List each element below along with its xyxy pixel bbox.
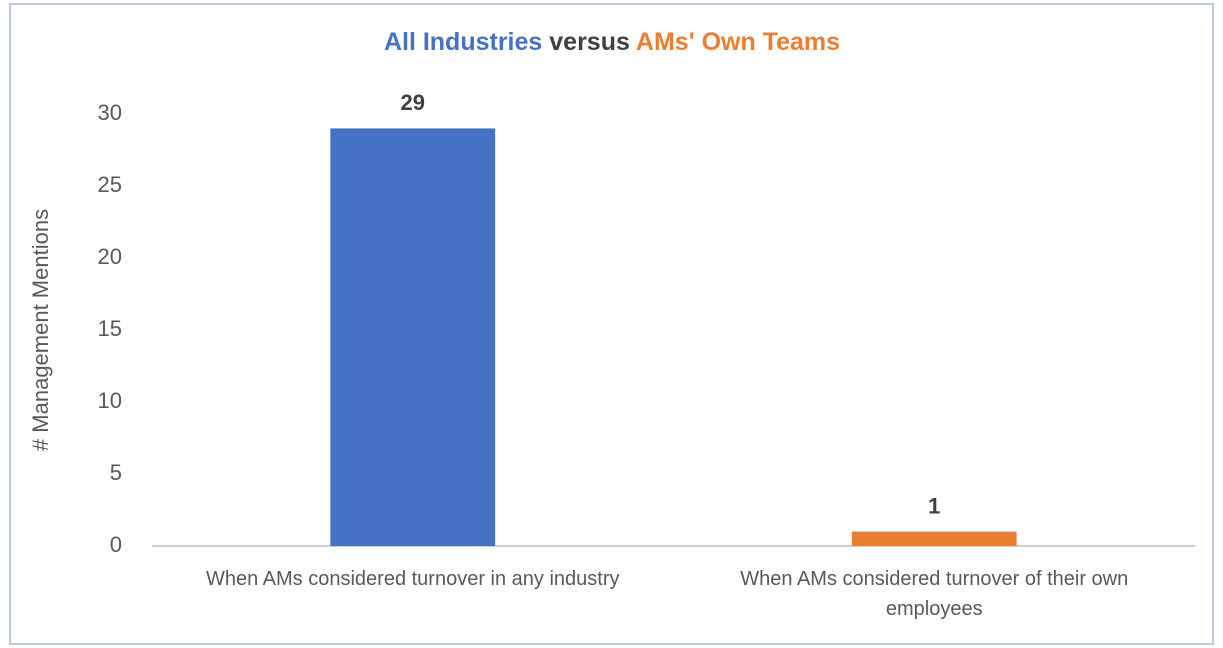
bar (330, 128, 496, 546)
title-part: AMs' Own Teams (636, 28, 840, 56)
x-tick-label-box: When AMs considered turnover of their ow… (740, 568, 1129, 620)
data-label: 1 (928, 493, 940, 518)
title-part: versus (549, 28, 630, 56)
y-tick-label: 30 (98, 100, 122, 125)
y-tick-label: 20 (98, 244, 122, 269)
bar (851, 531, 1017, 546)
x-tick-label-box: When AMs considered turnover in any indu… (205, 568, 620, 590)
y-tick-label: 0 (110, 532, 122, 557)
x-tick-label: When AMs considered turnover of their ow… (740, 568, 1129, 620)
y-tick-label: 5 (110, 460, 122, 485)
title-part: All Industries (384, 28, 542, 56)
y-tick-label: 15 (98, 316, 122, 341)
chart-frame (9, 3, 1214, 645)
x-tick-label: When AMs considered turnover in any indu… (205, 568, 620, 590)
y-tick-label: 25 (98, 172, 122, 197)
chart-title: All Industries versus AMs' Own Teams (384, 28, 840, 56)
y-axis-label: # Management Mentions (28, 209, 53, 451)
y-tick-label: 10 (98, 388, 122, 413)
data-label: 29 (401, 90, 425, 115)
